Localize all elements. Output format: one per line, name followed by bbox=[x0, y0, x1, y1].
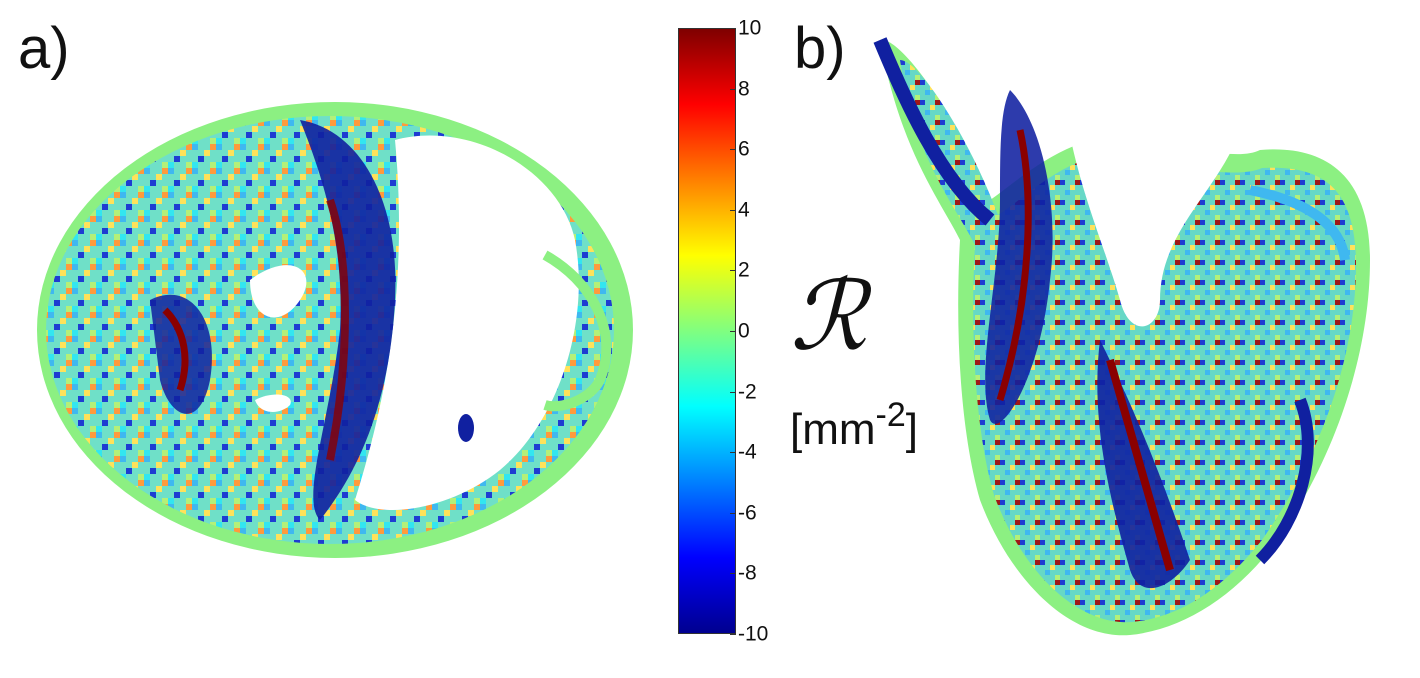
short-axis-cavity bbox=[355, 135, 579, 510]
long-axis-cavity bbox=[1060, 38, 1243, 327]
colorbar-gradient bbox=[678, 28, 736, 634]
colorbar-tick-mark bbox=[730, 209, 736, 211]
unit-close: ] bbox=[905, 405, 918, 454]
colorbar-tick-label: -6 bbox=[738, 501, 757, 525]
colorbar-tick-label: 8 bbox=[738, 77, 750, 101]
colorbar-tick-mark bbox=[730, 573, 736, 575]
left-cluster bbox=[150, 294, 212, 414]
colorbar-tick-mark bbox=[730, 512, 736, 514]
colorbar-tick-label: 0 bbox=[738, 319, 750, 343]
unit-base: [mm bbox=[790, 405, 876, 454]
colorbar-tick-label: -10 bbox=[738, 622, 769, 646]
colorbar-tick-mark bbox=[730, 88, 736, 90]
left-wall-band bbox=[985, 90, 1053, 424]
colorbar-tick-label: 6 bbox=[738, 137, 750, 161]
colorbar-tick-mark bbox=[730, 149, 736, 151]
unit-exponent: -2 bbox=[875, 396, 906, 434]
colorbar-tick-mark bbox=[730, 391, 736, 393]
colorbar-tick-label: 4 bbox=[738, 198, 750, 222]
colorbar-tick-label: -2 bbox=[738, 380, 757, 404]
quantity-symbol: ℛ bbox=[790, 260, 867, 372]
colorbar-tick-mark bbox=[730, 634, 736, 635]
colorbar-tick-label: -4 bbox=[738, 440, 757, 464]
colorbar-tick-mark bbox=[730, 270, 736, 272]
panel-label-a: a) bbox=[18, 16, 70, 81]
colorbar-tick-label: 10 bbox=[738, 16, 762, 40]
long-axis-tissue bbox=[900, 60, 1356, 623]
colorbar-tick-mark bbox=[730, 28, 736, 29]
quantity-unit: [mm-2] bbox=[790, 398, 918, 452]
panel-label-b: b) bbox=[794, 16, 846, 81]
colorbar-tick-label: -8 bbox=[738, 561, 757, 585]
colorbar-tick-mark bbox=[730, 331, 736, 332]
colorbar-tick-mark bbox=[730, 452, 736, 454]
colorbar-tick-label: 2 bbox=[738, 258, 750, 282]
